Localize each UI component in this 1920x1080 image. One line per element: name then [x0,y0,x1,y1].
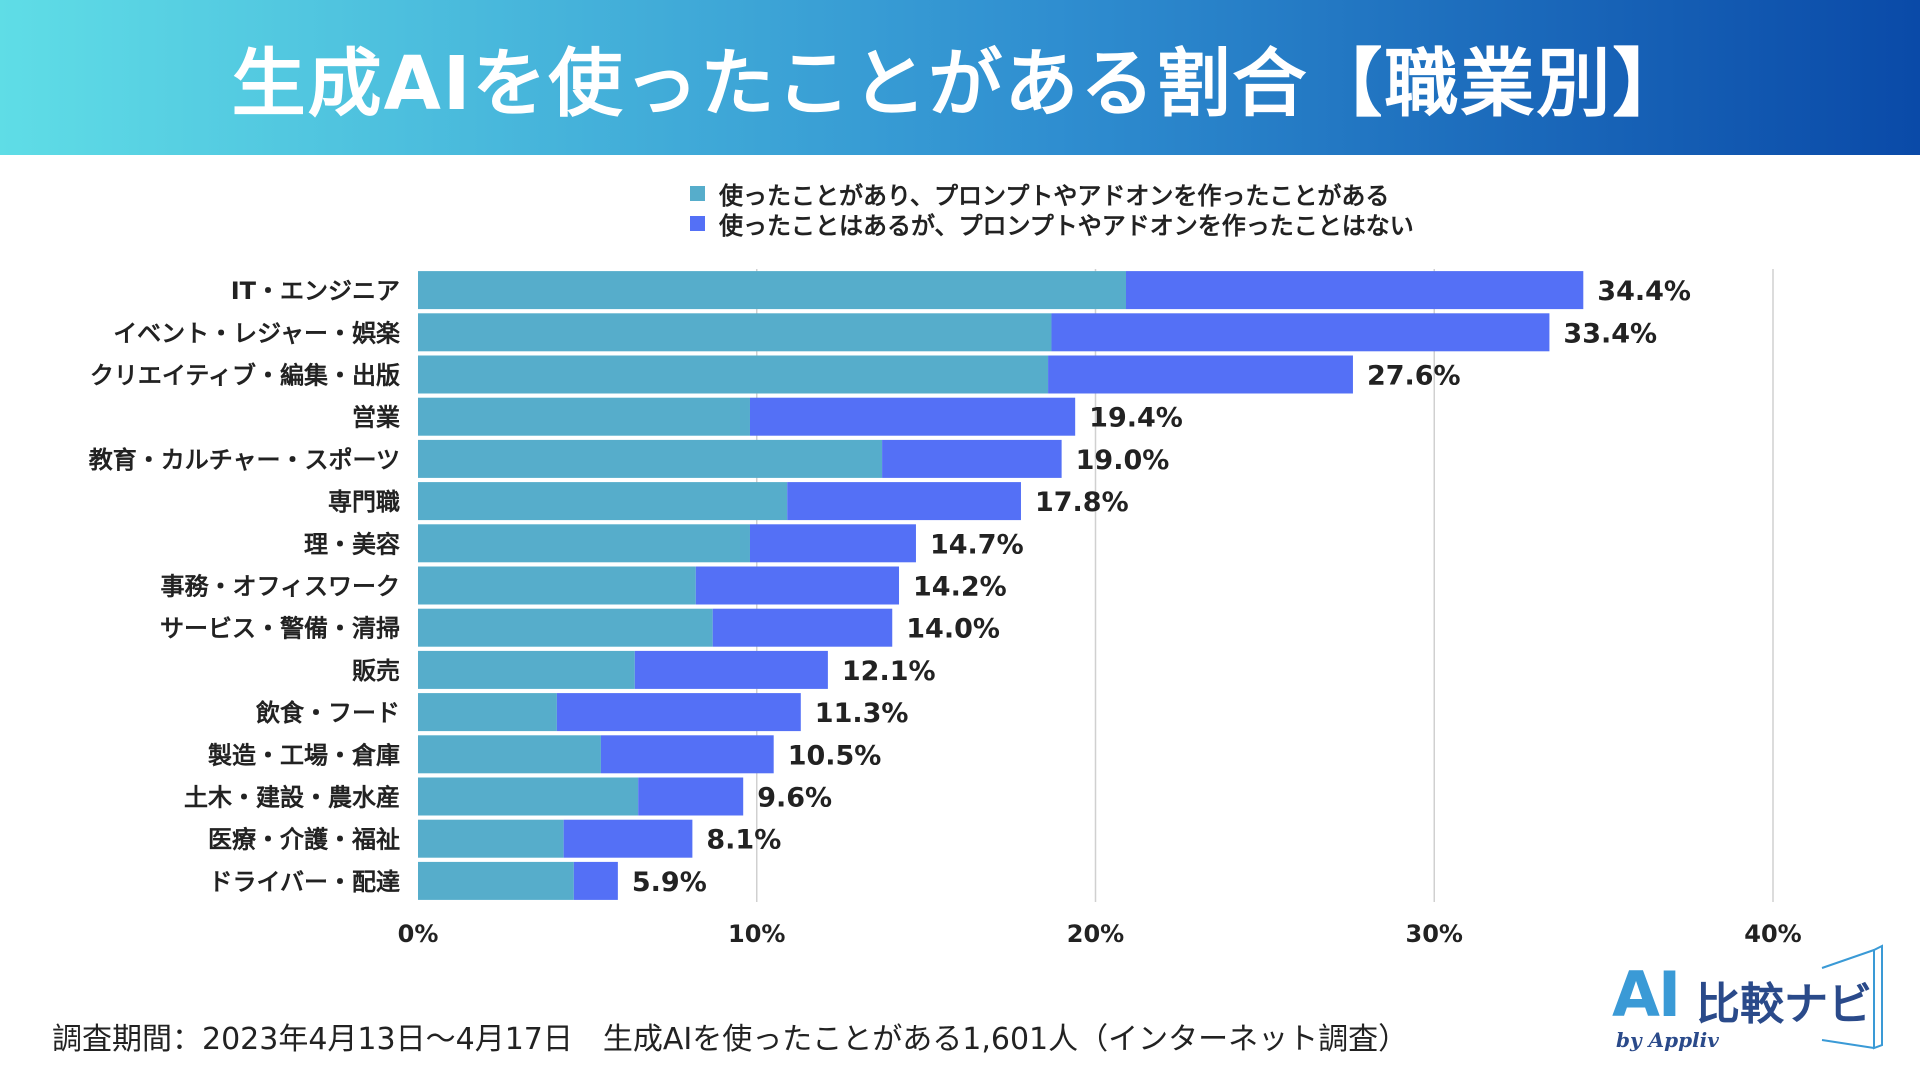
bar-series1-3 [418,397,750,436]
bar-series1-10 [418,693,557,732]
bar-series1-7 [418,566,696,605]
legend-swatch-series1 [690,185,705,201]
bar-series2-6 [749,524,916,563]
survey-footnote: 調査期間：2023年4月13日～4月17日 生成AIを使ったことがある1,601… [52,1022,1409,1057]
bar-series2-7 [695,566,900,605]
bar-series1-14 [418,861,574,900]
bar-series2-5 [787,482,1021,521]
data-label-9: 12.1% [842,656,936,687]
category-label-13: 医療・介護・福祉 [208,826,400,854]
category-label-4: 教育・カルチャー・スポーツ [89,446,400,474]
category-label-0: IT・エンジニア [231,277,400,305]
data-label-0: 34.4% [1597,276,1691,307]
bar-series2-13 [563,819,693,858]
legend-item-series1: 使ったことがあり、プロンプトやアドオンを作ったことがある [690,178,1414,210]
bar-series2-12 [638,777,744,816]
bar-series1-0 [418,271,1126,310]
bar-series1-8 [418,608,713,647]
x-tick-label-3: 30% [1406,920,1463,948]
bar-series1-13 [418,819,564,858]
category-label-5: 専門職 [328,488,400,516]
legend-item-series2: 使ったことはあるが、プロンプトやアドオンを作ったことはない [690,208,1414,240]
category-label-14: ドライバー・配達 [208,868,400,896]
x-tick-label-1: 10% [728,920,785,948]
data-label-5: 17.8% [1035,487,1129,518]
category-label-12: 土木・建設・農水産 [184,784,400,812]
data-label-3: 19.4% [1089,403,1183,434]
bar-series1-11 [418,735,601,774]
legend: 使ったことがあり、プロンプトやアドオンを作ったことがある 使ったことはあるが、プ… [690,178,1414,240]
brand-logo: AI 比較ナビ by Appliv [1612,940,1912,1065]
bar-series1-2 [418,355,1049,394]
data-label-11: 10.5% [788,740,882,771]
bar-series1-9 [418,650,635,689]
bar-series2-9 [634,650,828,689]
x-tick-label-2: 20% [1067,920,1124,948]
data-label-2: 27.6% [1367,361,1461,392]
category-label-6: 理・美容 [304,530,400,558]
bar-series2-2 [1048,355,1353,394]
legend-label-series1: 使ったことがあり、プロンプトやアドオンを作ったことがある [719,181,1390,210]
bar-series2-10 [556,693,801,732]
bar-series2-4 [882,439,1062,478]
data-label-13: 8.1% [706,825,781,856]
data-label-7: 14.2% [913,572,1007,603]
data-label-12: 9.6% [757,783,832,814]
x-tick-label-4: 40% [1744,920,1801,948]
legend-label-series2: 使ったことはあるが、プロンプトやアドオンを作ったことはない [719,211,1414,240]
category-label-3: 営業 [352,404,400,432]
category-label-9: 販売 [352,657,400,685]
logo-mark: AI [1612,958,1681,1031]
legend-swatch-series2 [690,215,705,231]
logo-frame-icon [1821,944,1883,1050]
bar-chart: 0% 10% 20% 30% 40% IT・エンジニア 34.4% イベント・レジャー・娯楽 3… [89,269,1802,948]
category-label-10: 飲食・フード [255,699,400,727]
logo-by: by Appliv [1616,1028,1719,1052]
bar-series1-12 [418,777,639,816]
data-label-1: 33.4% [1563,318,1657,349]
bar-series2-1 [1051,313,1550,352]
bar-series1-4 [418,439,883,478]
category-label-7: 事務・オフィスワーク [160,573,400,601]
bar-series2-11 [600,735,774,774]
data-label-6: 14.7% [930,529,1024,560]
category-label-2: クリエイティブ・編集・出版 [90,362,400,390]
data-label-4: 19.0% [1076,445,1170,476]
data-label-8: 14.0% [906,614,1000,645]
bar-series2-3 [749,397,1076,436]
chart-title: 生成AIを使ったことがある割合【職業別】 [231,41,1689,127]
bar-series1-1 [418,313,1052,352]
data-label-10: 11.3% [815,698,909,729]
bar-series2-8 [712,608,893,647]
logo-name: 比較ナビ [1696,979,1872,1030]
bar-series2-14 [573,861,618,900]
title-banner: 生成AIを使ったことがある割合【職業別】 [0,0,1920,155]
bar-series2-0 [1125,271,1584,310]
category-label-8: サービス・警備・清掃 [160,615,400,643]
category-label-1: イベント・レジャー・娯楽 [113,319,401,347]
bar-series1-6 [418,524,750,563]
x-tick-label-0: 0% [398,920,439,948]
data-label-14: 5.9% [632,867,707,898]
bar-series1-5 [418,482,788,521]
category-label-11: 製造・工場・倉庫 [208,741,400,769]
